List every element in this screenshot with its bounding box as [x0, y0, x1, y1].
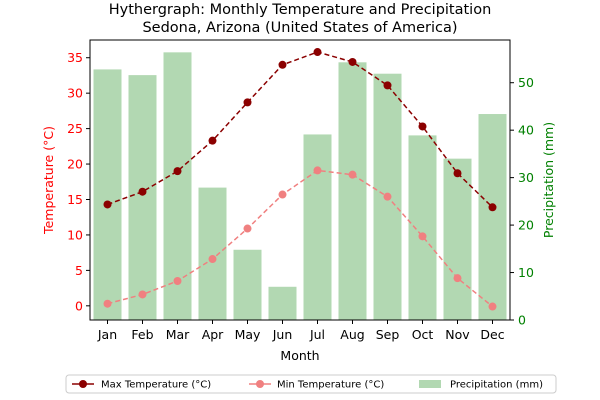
- precipitation-bar-jun: [268, 286, 297, 320]
- min-temperature-point-sep: [383, 192, 392, 201]
- precipitation-bar-feb: [128, 75, 157, 320]
- x-tick-label-jul: Jul: [309, 327, 325, 342]
- legend-frame: [65, 374, 557, 394]
- min-temperature-point-jun: [278, 190, 287, 199]
- max-temperature-point-jul: [313, 48, 322, 57]
- y-left-tick-label: 25: [67, 121, 83, 136]
- y-left-tick-label: 15: [67, 192, 83, 207]
- max-temperature-point-jun: [278, 60, 287, 69]
- max-temperature-point-apr: [208, 136, 217, 145]
- chart-title-line1: Hythergraph: Monthly Temperature and Pre…: [109, 2, 492, 18]
- x-tick-label-feb: Feb: [131, 327, 153, 342]
- y-right-tick-label: 0: [518, 313, 526, 328]
- max-temperature-point-feb: [138, 187, 147, 196]
- y-right-tick-label: 50: [518, 75, 534, 90]
- precipitation-bar-jan: [93, 69, 122, 320]
- x-tick-label-oct: Oct: [412, 327, 434, 342]
- legend-max-marker: [79, 380, 87, 388]
- min-temperature-point-apr: [208, 255, 217, 264]
- axes: 0 5 10 15 20 25 30 35 0 10 20 30 40 50 Jan Feb Mar Apr May…: [67, 39, 534, 342]
- y-right-tick-label: 30: [518, 170, 534, 185]
- precipitation-bar-aug: [338, 62, 367, 320]
- min-temperature-point-feb: [138, 290, 147, 299]
- max-temperature-point-dec: [488, 203, 497, 212]
- min-temperature-point-mar: [173, 277, 182, 286]
- min-temperature-point-aug: [348, 170, 357, 179]
- precipitation-bar-jul: [303, 134, 332, 320]
- x-tick-label-sep: Sep: [376, 327, 400, 342]
- y-left-tick-label: 20: [67, 157, 83, 172]
- y-right-tick-label: 20: [518, 218, 534, 233]
- y-left-tick-label: 35: [67, 50, 83, 65]
- x-axis-label: Month: [280, 348, 319, 363]
- legend-max-label: Max Temperature (°C): [101, 380, 211, 391]
- precipitation-bar-nov: [443, 158, 472, 320]
- max-temperature-point-oct: [418, 122, 427, 131]
- y-left-tick-label: 0: [75, 298, 83, 313]
- precipitation-bar-oct: [408, 135, 437, 320]
- legend-min-marker: [256, 380, 264, 388]
- x-tick-label-mar: Mar: [166, 327, 190, 342]
- legend-min-label: Min Temperature (°C): [277, 380, 384, 391]
- max-temperature-point-mar: [173, 167, 182, 176]
- min-temperature-point-may: [243, 224, 252, 233]
- min-temperature-point-nov: [453, 274, 462, 283]
- max-temperature-point-sep: [383, 81, 392, 90]
- precipitation-bar-apr: [198, 187, 227, 320]
- min-temperature-line: [107, 169, 493, 308]
- y-left-tick-label: 10: [67, 227, 83, 242]
- max-temperature-point-aug: [348, 57, 357, 66]
- x-tick-label-nov: Nov: [445, 327, 470, 342]
- temperature-lines: [103, 48, 497, 311]
- x-tick-label-apr: Apr: [202, 327, 224, 342]
- precipitation-bar-may: [233, 249, 262, 320]
- y-right-tick-label: 40: [518, 123, 534, 138]
- x-tick-label-dec: Dec: [480, 327, 504, 342]
- legend: Max Temperature (°C) Min Temperature (°C…: [65, 374, 557, 394]
- y-left-tick-label: 5: [75, 263, 83, 278]
- legend-precip-label: Precipitation (mm): [450, 380, 543, 391]
- min-temperature-point-dec: [488, 302, 497, 311]
- min-temperature-point-jan: [103, 299, 112, 308]
- precipitation-bars: [93, 52, 507, 320]
- chart-title-line2: Sedona, Arizona (United States of Americ…: [142, 20, 457, 36]
- x-tick-label-jun: Jun: [272, 327, 293, 342]
- x-tick-label-jan: Jan: [97, 327, 117, 342]
- plot-frame: [89, 39, 511, 321]
- legend-precip-swatch: [419, 380, 441, 388]
- min-temperature-point-jul: [313, 166, 322, 175]
- max-temperature-point-nov: [453, 169, 462, 178]
- y-left-tick-label: 30: [67, 86, 83, 101]
- min-temperature-point-oct: [418, 232, 427, 241]
- max-temperature-point-may: [243, 98, 252, 107]
- max-temperature-point-jan: [103, 200, 112, 209]
- x-tick-label-aug: Aug: [340, 327, 364, 342]
- y-right-tick-label: 10: [518, 265, 534, 280]
- x-tick-label-may: May: [235, 327, 261, 342]
- precipitation-bar-dec: [478, 114, 507, 320]
- y-axis-right-label: Precipitation (mm): [541, 122, 556, 238]
- y-axis-left-label: Temperature (°C): [41, 126, 56, 235]
